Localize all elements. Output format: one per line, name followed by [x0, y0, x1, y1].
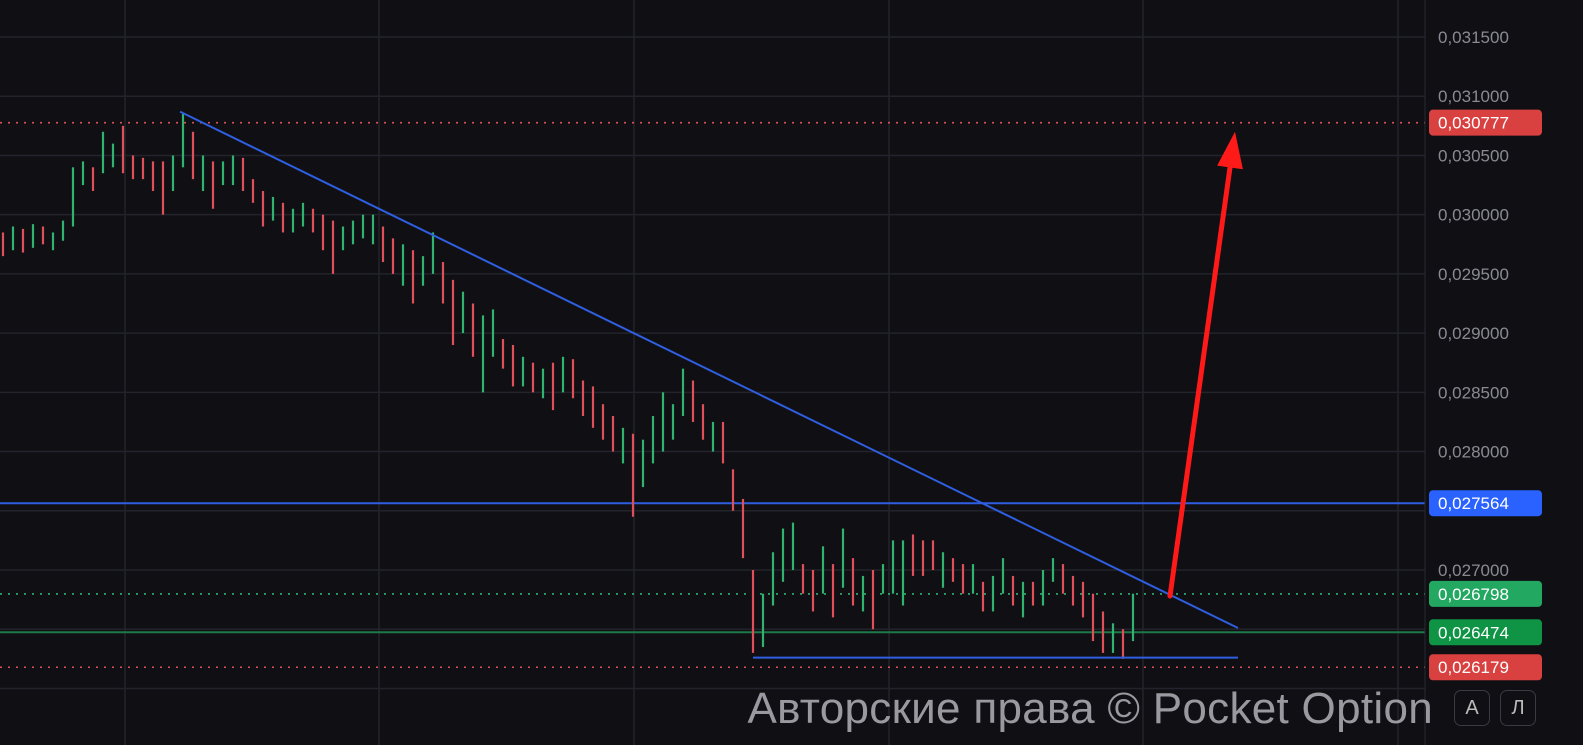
price-badge	[1429, 654, 1542, 681]
price-badges: 0,030777 0,027564 0,026798 0,026474 0,026179	[1429, 109, 1542, 681]
price-badge	[1429, 490, 1542, 517]
price-badge-label: 0,026179	[1438, 658, 1509, 677]
log-scale-button[interactable]: Л	[1500, 690, 1536, 726]
price-tick-label: 0,031000	[1438, 87, 1509, 106]
watermark: Авторские права © Pocket Option	[747, 684, 1433, 733]
price-tick-label: 0,029500	[1438, 265, 1509, 284]
breakout-arrow[interactable]	[1167, 164, 1233, 599]
price-badge-label: 0,026474	[1438, 623, 1509, 642]
drawings[interactable]	[179, 110, 1243, 659]
price-badge-label: 0,027564	[1438, 494, 1509, 513]
price-tick-label: 0,028000	[1438, 443, 1509, 462]
price-badge	[1429, 109, 1542, 136]
price-badge-label: 0,030777	[1438, 114, 1509, 133]
arrow-head-icon[interactable]	[1217, 131, 1243, 170]
ohlc-bars	[1, 114, 1135, 659]
price-level-lines	[0, 121, 1425, 669]
auto-scale-button[interactable]: A	[1454, 690, 1490, 726]
price-tick-label: 0,030000	[1438, 206, 1509, 225]
descending-trendline[interactable]	[179, 110, 1239, 629]
price-badge	[1429, 619, 1542, 646]
price-axis[interactable]: 0,031500 0,031000 0,030500 0,030000 0,029500…	[1438, 28, 1509, 580]
price-tick-label: 0,030500	[1438, 146, 1509, 165]
price-tick-label: 0,027000	[1438, 561, 1509, 580]
price-tick-label: 0,028500	[1438, 383, 1509, 402]
price-badge-label: 0,026798	[1438, 585, 1509, 604]
price-badge	[1429, 580, 1542, 607]
price-tick-label: 0,029000	[1438, 324, 1509, 343]
price-tick-label: 0,031500	[1438, 28, 1509, 47]
